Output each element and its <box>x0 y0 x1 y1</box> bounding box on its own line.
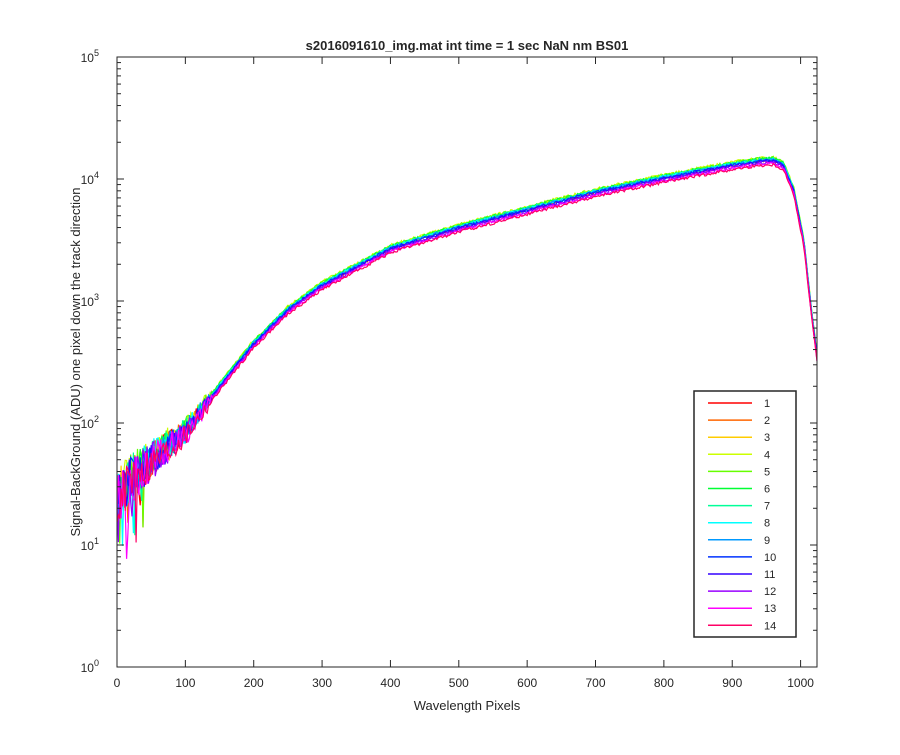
legend-label: 8 <box>764 518 770 530</box>
legend-item: 5 <box>708 466 770 478</box>
legend-label: 3 <box>764 432 770 444</box>
plot-area <box>117 155 817 559</box>
legend-label: 5 <box>764 466 770 478</box>
legend-label: 1 <box>764 398 770 410</box>
x-axis-label: Wavelength Pixels <box>414 698 521 713</box>
x-tick-label: 800 <box>654 676 674 690</box>
legend-item: 1 <box>708 398 770 410</box>
y-tick-exponent: 2 <box>94 414 99 424</box>
x-tick-label: 400 <box>380 676 400 690</box>
y-tick-exponent: 0 <box>94 658 99 668</box>
x-tick-label: 1000 <box>787 676 814 690</box>
x-tick-label: 700 <box>586 676 606 690</box>
y-tick-base: 10 <box>81 539 95 553</box>
y-tick-base: 10 <box>81 661 95 675</box>
legend-item: 2 <box>708 415 770 427</box>
y-tick-base: 10 <box>81 173 95 187</box>
y-tick-label: 100 <box>81 658 99 675</box>
legend-item: 12 <box>708 586 776 598</box>
legend-item: 11 <box>708 569 775 581</box>
y-tick-label: 101 <box>81 536 99 553</box>
chart-title: s2016091610_img.mat int time = 1 sec NaN… <box>306 38 629 53</box>
x-tick-label: 300 <box>312 676 332 690</box>
legend-label: 14 <box>764 620 776 632</box>
legend-item: 8 <box>708 518 770 530</box>
legend-item: 13 <box>708 603 776 615</box>
y-axis-label: Signal-BackGround (ADU) one pixel down t… <box>68 187 83 536</box>
y-tick-label: 103 <box>81 292 99 309</box>
legend-label: 12 <box>764 586 776 598</box>
legend-label: 6 <box>764 484 770 496</box>
legend-item: 7 <box>708 501 770 513</box>
y-tick-label: 102 <box>81 414 99 431</box>
y-tick-exponent: 5 <box>94 48 99 58</box>
legend-item: 10 <box>708 552 776 564</box>
legend-label: 7 <box>764 501 770 513</box>
x-tick-label: 900 <box>722 676 742 690</box>
x-tick-label: 0 <box>114 676 121 690</box>
legend-label: 4 <box>764 449 770 461</box>
legend-label: 13 <box>764 603 776 615</box>
y-tick-label: 105 <box>81 48 99 65</box>
x-tick-label: 600 <box>517 676 537 690</box>
legend-box <box>693 390 797 638</box>
y-tick-exponent: 1 <box>94 536 99 546</box>
y-tick-exponent: 4 <box>94 170 99 180</box>
legend-label: 9 <box>764 535 770 547</box>
y-tick-base: 10 <box>81 417 95 431</box>
y-tick-label: 104 <box>81 170 99 187</box>
legend-label: 11 <box>764 569 775 581</box>
y-tick-base: 10 <box>81 51 95 65</box>
legend-label: 2 <box>764 415 770 427</box>
x-tick-label: 100 <box>175 676 195 690</box>
legend-item: 3 <box>708 432 770 444</box>
legend-item: 6 <box>708 484 770 496</box>
x-tick-label: 500 <box>449 676 469 690</box>
legend-item: 9 <box>708 535 770 547</box>
x-tick-label: 200 <box>244 676 264 690</box>
y-tick-base: 10 <box>81 295 95 309</box>
y-tick-exponent: 3 <box>94 292 99 302</box>
x-axis: 0 100 200 300 400 500 600 700 800 900 1000 <box>114 57 814 690</box>
legend-item: 4 <box>708 449 770 461</box>
axes-box <box>116 56 818 668</box>
series-layer <box>117 155 817 559</box>
legend-item: 14 <box>708 620 776 632</box>
series-line-11 <box>117 159 817 515</box>
legend-label: 10 <box>764 552 776 564</box>
series-line-14 <box>117 162 817 543</box>
